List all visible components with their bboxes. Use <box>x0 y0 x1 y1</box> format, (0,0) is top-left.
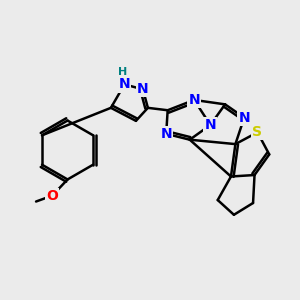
Text: N: N <box>118 77 130 92</box>
Text: N: N <box>205 118 216 132</box>
Text: N: N <box>160 127 172 141</box>
Text: O: O <box>46 189 58 202</box>
Text: H: H <box>118 67 128 77</box>
Text: N: N <box>238 111 250 124</box>
Text: N: N <box>137 82 149 96</box>
Text: S: S <box>253 125 262 139</box>
Text: N: N <box>188 93 200 107</box>
